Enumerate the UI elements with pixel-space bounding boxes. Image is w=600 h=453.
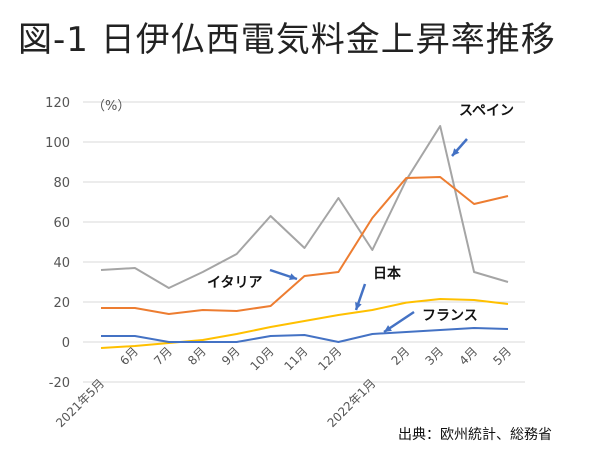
series-line-スペイン <box>100 125 509 289</box>
y-tick-label: -20 <box>49 376 70 391</box>
y-tick-label: 20 <box>53 296 70 311</box>
x-tick-label: 2月 <box>389 344 413 368</box>
x-tick-label: 9月 <box>219 344 243 368</box>
x-tick-label: 2022年1月 <box>325 376 379 430</box>
y-tick-label: 40 <box>53 256 70 271</box>
x-tick-label: 3月 <box>423 344 447 368</box>
x-tick-label: 10月 <box>248 344 277 373</box>
annotation-france: フランス <box>422 308 478 324</box>
chart-title: 図-1 日伊仏西電気料金上昇率推移 <box>18 20 556 60</box>
x-tick-label: 4月 <box>456 344 480 368</box>
y-tick-label: 60 <box>53 216 70 231</box>
y-tick-label: 120 <box>45 96 70 111</box>
x-tick-label: 5月 <box>490 344 514 368</box>
y-tick-label: 80 <box>53 176 70 191</box>
y-tick-label: 100 <box>45 136 70 151</box>
arrow-japan-head <box>355 302 362 310</box>
annotation-japan: 日本 <box>373 265 402 282</box>
x-tick-label: 12月 <box>315 344 344 373</box>
y-axis-unit: （%） <box>92 99 130 114</box>
x-tick-label: 8月 <box>185 344 209 368</box>
y-tick-label: 0 <box>62 336 70 351</box>
x-tick-label: 7月 <box>151 344 175 368</box>
arrow-spain-head <box>452 148 460 156</box>
source-note: 出典：欧州統計、総務省 <box>398 427 552 443</box>
arrow-italy-head <box>289 273 297 281</box>
x-tick-label: 11月 <box>281 344 310 373</box>
annotation-spain: スペイン <box>459 103 514 119</box>
arrow-france-head <box>384 325 392 332</box>
series-line-フランス <box>101 327 509 343</box>
annotation-italy: イタリア <box>207 275 262 291</box>
series-line-イタリア <box>101 176 509 315</box>
